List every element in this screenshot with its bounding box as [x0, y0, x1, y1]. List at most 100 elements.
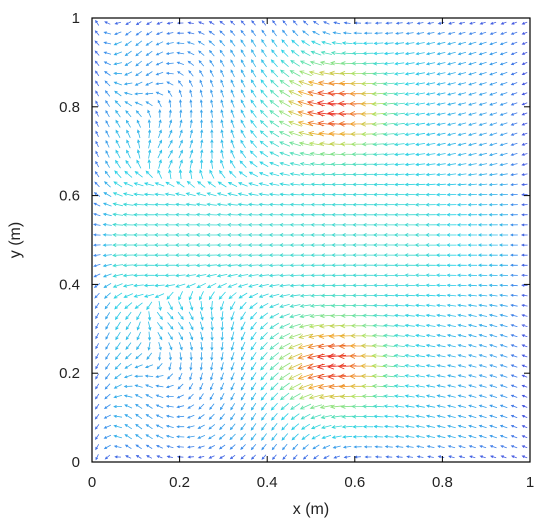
- vector-arrow: [309, 60, 323, 66]
- vector-arrow: [488, 163, 498, 167]
- vector-arrow: [414, 192, 426, 197]
- vector-arrow: [489, 354, 498, 358]
- vector-arrow: [404, 51, 415, 56]
- vector-arrow: [168, 342, 173, 351]
- vector-arrow: [510, 394, 518, 398]
- vector-arrow: [289, 263, 301, 268]
- vector-arrow: [478, 92, 487, 96]
- vector-arrow: [157, 332, 163, 341]
- vector-arrow: [216, 243, 228, 247]
- vector-arrow: [468, 112, 477, 116]
- vector-arrow: [126, 129, 131, 138]
- vector-arrow: [499, 313, 508, 317]
- vector-arrow: [488, 203, 498, 207]
- vector-arrow: [320, 172, 332, 177]
- vector-arrow: [372, 283, 384, 288]
- vector-arrow: [467, 313, 477, 317]
- vector-arrow: [297, 343, 314, 350]
- vector-arrow: [219, 20, 225, 26]
- vector-arrow: [229, 433, 236, 441]
- vector-arrow: [167, 332, 173, 341]
- vector-arrow: [113, 51, 122, 56]
- vector-arrow: [220, 149, 224, 159]
- vector-arrow: [351, 293, 363, 298]
- vector-arrow: [123, 182, 133, 187]
- vector-arrow: [132, 233, 145, 237]
- vector-arrow: [499, 102, 508, 106]
- vector-arrow: [145, 434, 153, 440]
- vector-arrow: [230, 362, 235, 371]
- vector-arrow: [155, 445, 163, 449]
- vector-arrow: [447, 51, 456, 56]
- vector-arrow: [237, 263, 249, 268]
- vector-arrow: [489, 374, 498, 378]
- vector-arrow: [237, 243, 249, 247]
- vector-arrow: [468, 61, 477, 66]
- vector-arrow: [250, 69, 257, 78]
- vector-arrow: [510, 122, 518, 126]
- vector-arrow: [328, 333, 345, 339]
- vector-arrow: [521, 21, 528, 25]
- vector-arrow: [135, 455, 142, 459]
- vector-arrow: [198, 21, 205, 25]
- vector-arrow: [362, 414, 374, 419]
- vector-arrow: [308, 333, 324, 339]
- vector-arrow: [489, 51, 498, 56]
- vector-arrow: [292, 454, 298, 460]
- vector-arrow: [176, 394, 184, 399]
- vector-arrow: [478, 41, 487, 46]
- vector-arrow: [113, 41, 122, 46]
- vector-arrow: [499, 163, 508, 167]
- vector-arrow: [147, 331, 152, 341]
- vector-arrow: [136, 129, 141, 139]
- vector-arrow: [103, 444, 111, 450]
- vector-arrow: [289, 304, 301, 308]
- vector-arrow: [269, 322, 280, 329]
- vector-arrow: [327, 90, 346, 97]
- vector-arrow: [209, 169, 215, 179]
- vector-arrow: [199, 352, 204, 361]
- vector-arrow: [113, 81, 122, 86]
- vector-arrow: [260, 402, 268, 411]
- vector-arrow: [456, 182, 467, 187]
- vector-arrow: [218, 444, 226, 450]
- vector-arrow: [226, 243, 238, 247]
- vector-arrow: [195, 222, 207, 227]
- vector-arrow: [446, 223, 457, 227]
- vector-arrow: [282, 443, 288, 451]
- vector-arrow: [478, 183, 488, 187]
- vector-arrow: [341, 182, 353, 187]
- vector-arrow: [237, 222, 249, 227]
- vector-arrow: [104, 21, 111, 25]
- vector-arrow: [404, 353, 415, 358]
- vector-arrow: [289, 192, 301, 197]
- vector-arrow: [289, 273, 301, 278]
- vector-arrow: [124, 352, 132, 360]
- vector-arrow: [174, 273, 186, 278]
- vector-arrow: [362, 222, 374, 227]
- vector-arrow: [115, 129, 121, 138]
- vector-arrow: [383, 142, 395, 147]
- vector-arrow: [489, 414, 498, 419]
- vector-arrow: [185, 283, 196, 288]
- vector-arrow: [372, 263, 384, 268]
- vector-arrow: [416, 445, 425, 449]
- vector-arrow: [457, 122, 467, 126]
- vector-arrow: [186, 435, 195, 439]
- vector-arrow: [210, 341, 214, 351]
- vector-arrow: [258, 243, 270, 247]
- vector-arrow: [511, 455, 517, 459]
- vector-arrow: [299, 273, 311, 278]
- vector-arrow: [319, 151, 333, 157]
- vector-arrow: [404, 243, 416, 247]
- vector-arrow: [488, 243, 498, 247]
- vector-arrow: [383, 323, 395, 328]
- vector-arrow: [94, 292, 100, 299]
- vector-arrow: [206, 202, 217, 207]
- vector-arrow: [436, 122, 446, 126]
- vector-arrow: [425, 82, 436, 86]
- vector-arrow: [330, 303, 343, 308]
- vector-arrow: [268, 293, 280, 298]
- vector-arrow: [289, 222, 301, 227]
- vector-arrow: [447, 374, 456, 378]
